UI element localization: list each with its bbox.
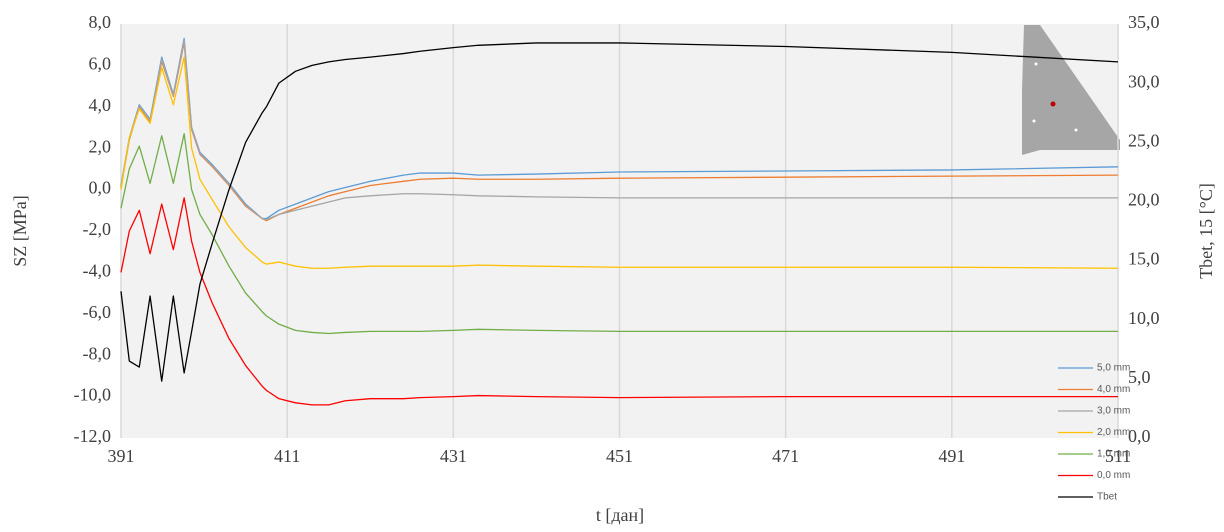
series-line: [120, 56, 1119, 269]
y2-axis-title: Tbet, 15 [°C]: [1196, 183, 1216, 279]
x-tick-label: 391: [108, 446, 135, 466]
y-tick-label: 8,0: [89, 12, 112, 32]
x-tick-label: 471: [772, 446, 799, 466]
y-tick-label: 4,0: [89, 95, 112, 115]
y-tick-label: -4,0: [83, 261, 112, 281]
legend-label: 5,0 mm: [1097, 363, 1130, 374]
y-tick-label: -2,0: [83, 219, 112, 239]
y2-tick-label: 0,0: [1128, 426, 1151, 446]
y-tick-label: -6,0: [83, 302, 112, 322]
y2-tick-label: 30,0: [1128, 71, 1160, 91]
series-line: [120, 39, 1118, 221]
y2-tick-label: 25,0: [1128, 130, 1160, 150]
x-tick-label: 411: [274, 446, 300, 466]
x-axis-title: t [дан]: [596, 505, 644, 525]
x-tick-label: 431: [440, 446, 467, 466]
y2-tick-label: 10,0: [1128, 308, 1160, 328]
y2-tick-label: 20,0: [1128, 190, 1160, 210]
y-tick-label: -12,0: [74, 426, 112, 446]
y2-tick-label: 5,0: [1128, 367, 1151, 387]
series-line: [120, 42, 1119, 382]
y-tick-label: -10,0: [74, 385, 112, 405]
legend-label: 3,0 mm: [1097, 406, 1130, 417]
x-tick-label: 511: [1105, 446, 1131, 466]
x-tick-label: 491: [938, 446, 965, 466]
legend-label: 1,0 mm: [1097, 449, 1130, 460]
legend-label: 2,0 mm: [1097, 427, 1130, 438]
y-tick-label: 2,0: [89, 136, 112, 156]
series-line: [120, 197, 1118, 406]
legend-label: 4,0 mm: [1097, 384, 1130, 395]
x-tick-label: 451: [606, 446, 633, 466]
y2-tick-label: 35,0: [1128, 12, 1160, 32]
y-axis-title: SZ [MPa]: [10, 195, 30, 267]
y-tick-label: 6,0: [89, 54, 112, 74]
y-tick-label: 0,0: [89, 178, 112, 198]
y-tick-label: -8,0: [83, 343, 112, 363]
legend-label: 0,0 mm: [1097, 470, 1130, 481]
series-line: [120, 133, 1118, 335]
legend-label: Tbet: [1097, 492, 1117, 503]
y2-tick-label: 15,0: [1128, 249, 1160, 269]
